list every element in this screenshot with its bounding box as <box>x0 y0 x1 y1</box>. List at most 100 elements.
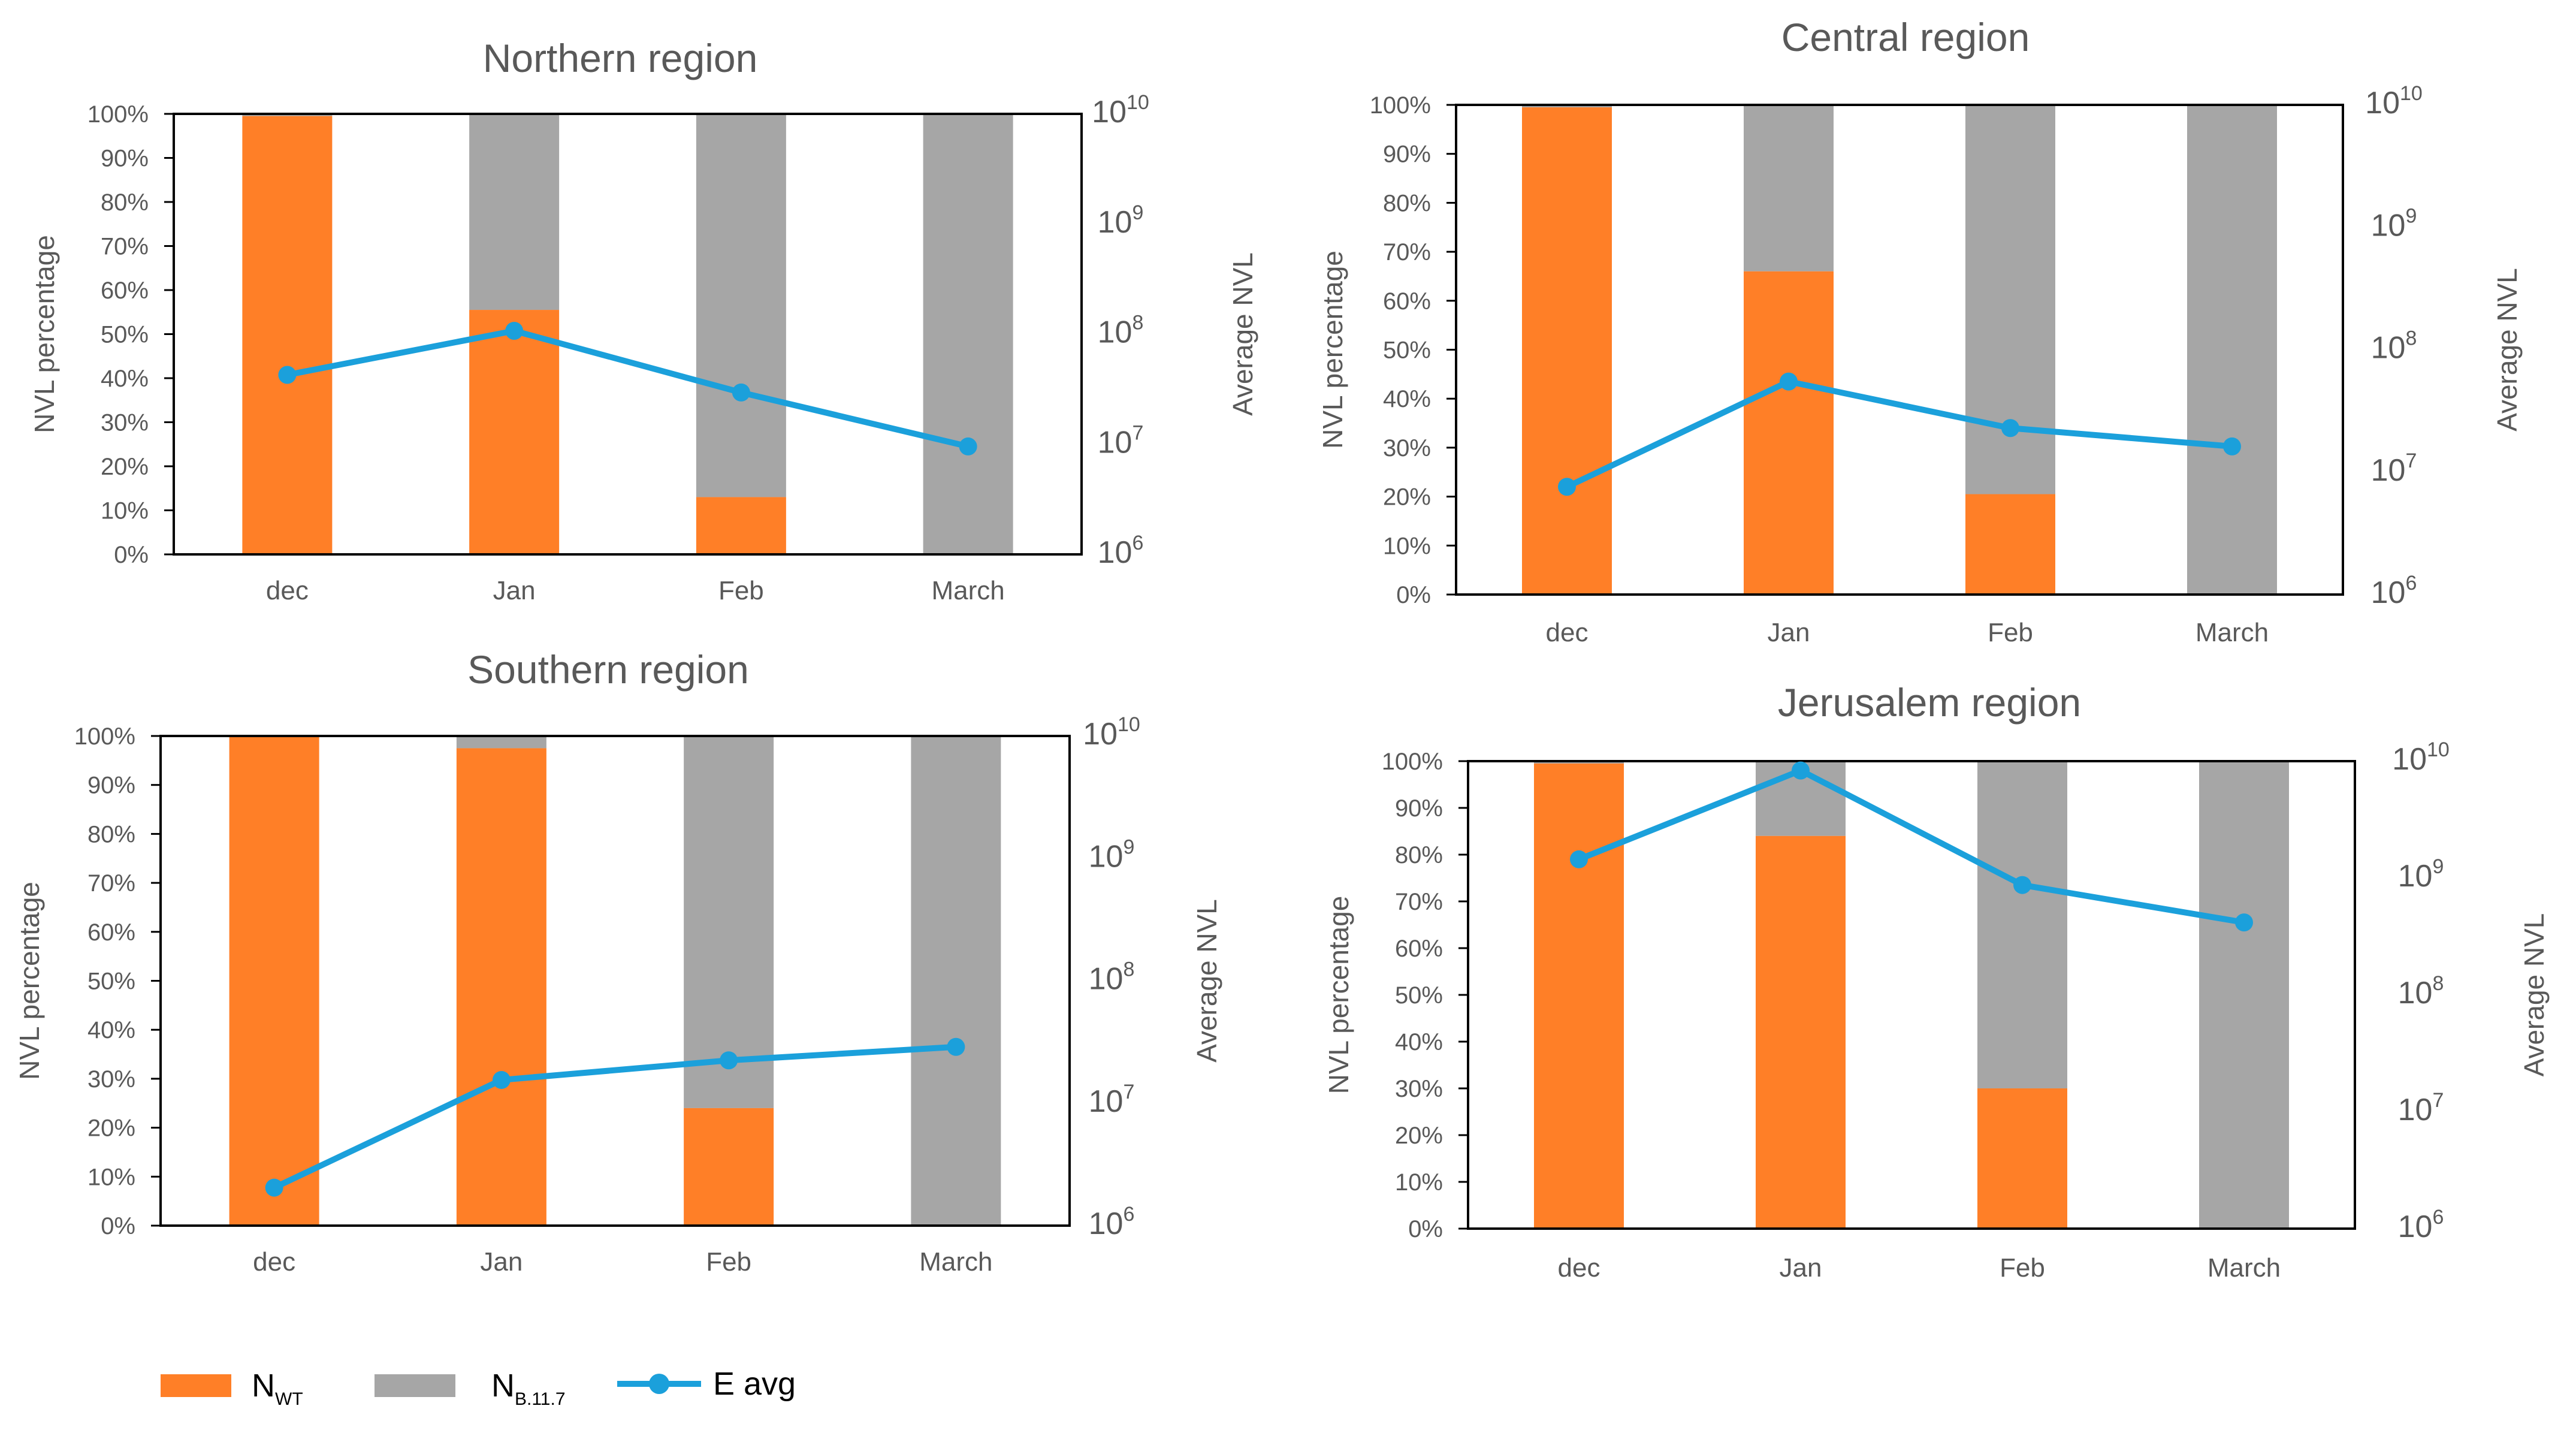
avg-point <box>505 321 524 340</box>
y-tick-label: 90% <box>1395 795 1443 822</box>
legend-swatch-b117 <box>375 1374 455 1397</box>
y2-axis-label: Average NVL <box>2518 913 2550 1077</box>
avg-point <box>959 437 977 455</box>
avg-point <box>2013 876 2031 894</box>
chart-title: Jerusalem region <box>1778 680 2081 725</box>
y-axis-label: NVL percentage <box>29 235 60 433</box>
y2-tick-label: 108 <box>2398 972 2444 1010</box>
x-tick-label: March <box>932 576 1005 605</box>
y2-tick-label: 109 <box>2398 855 2444 894</box>
y2-tick-label: 108 <box>2371 327 2417 366</box>
bar-b117 <box>456 736 546 749</box>
x-tick-label: March <box>919 1247 992 1277</box>
avg-point <box>947 1037 965 1056</box>
y-tick-label: 90% <box>87 773 135 799</box>
y2-tick-label: 106 <box>1089 1203 1135 1241</box>
legend-label-avg: E avg <box>713 1366 796 1402</box>
x-tick-label: dec <box>1546 618 1589 647</box>
x-tick-label: Feb <box>1988 618 2033 647</box>
y-tick-label: 80% <box>87 821 135 847</box>
avg-line <box>273 1043 956 1191</box>
y-tick-label: 20% <box>1395 1123 1443 1149</box>
y-tick-label: 20% <box>1383 484 1431 511</box>
y-tick-label: 100% <box>1370 92 1431 119</box>
legend-label-b117: NB.11.7 <box>491 1368 566 1409</box>
avg-point <box>2235 913 2253 932</box>
bar-b117 <box>2199 761 2289 1229</box>
y-tick-label: 80% <box>1395 842 1443 868</box>
y-tick-label: 10% <box>1383 533 1431 559</box>
y2-axis-label: Average NVL <box>2492 268 2523 432</box>
y-tick-label: 30% <box>101 410 149 436</box>
bar-wt <box>1534 763 1624 1229</box>
y-tick-label: 70% <box>101 234 149 260</box>
bar-b117 <box>923 114 1013 554</box>
x-tick-label: Jan <box>493 576 536 605</box>
y-tick-label: 30% <box>1383 435 1431 461</box>
avg-point <box>1792 761 1810 780</box>
y-tick-label: 0% <box>114 542 149 568</box>
bar-wt <box>1977 1088 2067 1229</box>
y-tick-label: 0% <box>101 1213 135 1239</box>
y-tick-label: 100% <box>74 723 135 750</box>
y2-tick-label: 107 <box>2398 1089 2444 1127</box>
y2-tick-label: 109 <box>1089 835 1135 874</box>
chart-title: Central region <box>1781 15 2030 59</box>
y-tick-label: 70% <box>87 870 135 897</box>
y2-tick-label: 1010 <box>1092 91 1149 129</box>
y-tick-label: 40% <box>101 366 149 392</box>
y-tick-label: 20% <box>87 1115 135 1142</box>
bar-b117 <box>1522 105 1612 108</box>
y-tick-label: 60% <box>1383 288 1431 315</box>
y-tick-label: 50% <box>1383 337 1431 364</box>
bar-b117 <box>696 114 786 497</box>
avg-point <box>1558 478 1576 496</box>
y2-tick-label: 107 <box>2371 449 2417 488</box>
y2-tick-label: 108 <box>1089 958 1135 997</box>
y-tick-label: 50% <box>1395 982 1443 1009</box>
y-tick-label: 70% <box>1395 889 1443 915</box>
y-tick-label: 70% <box>1383 239 1431 266</box>
bar-wt <box>469 310 560 554</box>
x-tick-label: Jan <box>1780 1253 1822 1283</box>
y2-tick-label: 106 <box>2398 1206 2444 1244</box>
y-tick-label: 60% <box>87 919 135 946</box>
legend-label-wt: NWT <box>252 1368 303 1409</box>
bar-b117 <box>911 736 1001 1226</box>
y-tick-label: 40% <box>1395 1029 1443 1055</box>
bar-b117 <box>1744 105 1834 271</box>
bar-wt <box>1965 494 2055 595</box>
avg-point <box>1570 850 1588 868</box>
y2-axis-label: Average NVL <box>1191 899 1222 1063</box>
x-tick-label: Jan <box>1768 618 1810 647</box>
y-tick-label: 50% <box>101 322 149 348</box>
y-tick-label: 100% <box>87 101 149 128</box>
x-tick-label: Feb <box>2000 1253 2045 1283</box>
bar-b117 <box>469 114 560 310</box>
chart-title: Southern region <box>467 647 749 692</box>
y-tick-label: 50% <box>87 969 135 995</box>
bar-b117 <box>2187 105 2277 595</box>
y2-tick-label: 107 <box>1098 421 1144 460</box>
bar-wt <box>1756 835 1846 1229</box>
legend: NWT NB.11.7 E avg <box>161 1366 796 1409</box>
y-tick-label: 80% <box>1383 190 1431 216</box>
y-axis-label: NVL percentage <box>1323 896 1354 1094</box>
y2-tick-label: 108 <box>1098 312 1144 350</box>
x-tick-label: dec <box>1558 1253 1600 1283</box>
y2-tick-label: 109 <box>2371 204 2417 243</box>
bar-wt <box>229 736 319 1226</box>
chart-panel: Northern region dec Jan Feb March 0% 10% 20% 30%… <box>29 36 1258 605</box>
y-tick-label: 90% <box>1383 141 1431 168</box>
chart-panel: Southern region dec Jan Feb March 0% 10% 20% 30%… <box>14 647 1222 1277</box>
bar-wt <box>1744 271 1834 595</box>
y-tick-label: 60% <box>101 277 149 304</box>
bar-b117 <box>1977 761 2067 1088</box>
y-tick-label: 30% <box>1395 1076 1443 1102</box>
y-tick-label: 30% <box>87 1066 135 1093</box>
chart-panel: Jerusalem region dec Jan Feb March 0% 10% 20% 30… <box>1323 680 2550 1283</box>
x-tick-label: dec <box>266 576 309 605</box>
chart-title: Northern region <box>483 36 758 80</box>
avg-point <box>2223 437 2241 455</box>
